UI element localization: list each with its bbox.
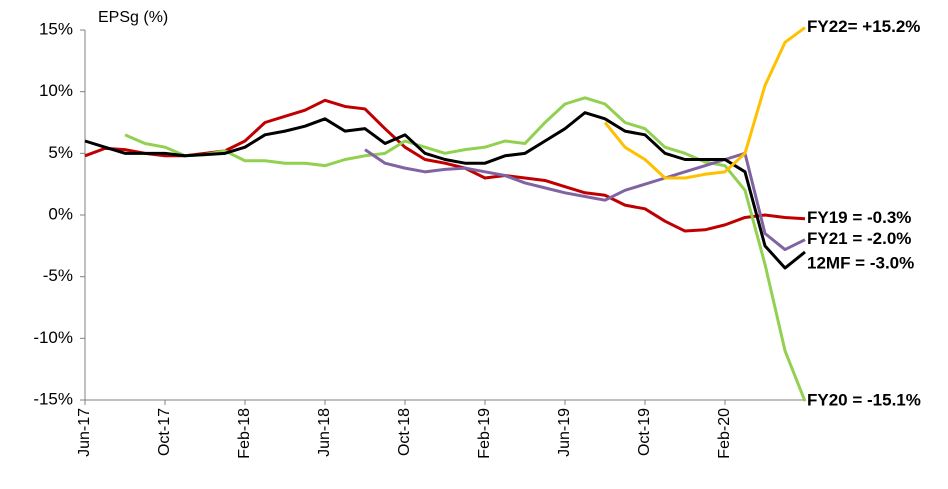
series-line: [364, 148, 806, 252]
series-line: [124, 96, 807, 402]
y-axis-title: EPSg (%): [98, 9, 168, 26]
x-tick-label: Feb-19: [476, 408, 493, 459]
series-label: FY21 = -2.0%: [807, 229, 911, 248]
x-tick-label: Oct-17: [156, 408, 173, 456]
x-tick-label: Jun-17: [76, 408, 93, 457]
y-tick-label: -10%: [33, 328, 73, 347]
y-tick-label: -5%: [43, 266, 73, 285]
series-line: [603, 26, 806, 180]
x-tick-label: Jun-19: [556, 408, 573, 457]
y-tick-label: 5%: [48, 143, 73, 162]
series-label: FY22= +15.2%: [807, 17, 920, 36]
x-tick-label: Feb-20: [716, 408, 733, 459]
series-line: [84, 98, 806, 233]
x-tick-label: Feb-18: [236, 408, 253, 459]
y-tick-label: 0%: [48, 204, 73, 223]
y-tick-label: -15%: [33, 389, 73, 408]
x-tick-label: Oct-18: [396, 408, 413, 456]
x-tick-label: Oct-19: [636, 408, 653, 456]
y-tick-label: 15%: [39, 19, 73, 38]
series-label: FY20 = -15.1%: [807, 391, 921, 410]
series-line: [84, 111, 806, 270]
x-tick-label: Jun-18: [316, 408, 333, 457]
y-tick-label: 10%: [39, 81, 73, 100]
series-label: 12MF = -3.0%: [807, 253, 914, 272]
series-label: FY19 = -0.3%: [807, 208, 911, 227]
